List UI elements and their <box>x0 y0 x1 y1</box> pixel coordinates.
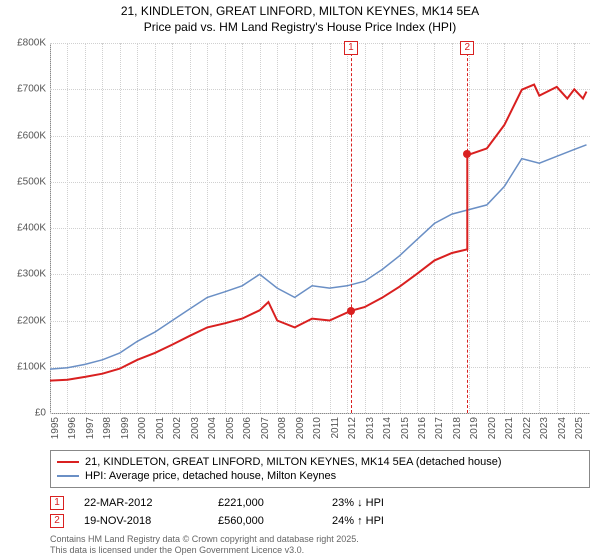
x-tick-label: 2019 <box>469 417 480 439</box>
marker-dot-2 <box>463 150 471 158</box>
legend-swatch <box>57 461 79 463</box>
footer-attribution: Contains HM Land Registry data © Crown c… <box>50 534 590 556</box>
marker-label-1: 1 <box>344 41 358 55</box>
marker-vline-1 <box>351 43 352 413</box>
x-tick-label: 2003 <box>190 417 201 439</box>
x-tick-label: 2025 <box>574 417 585 439</box>
marker-table-delta: 24% ↑ HPI <box>332 515 492 527</box>
marker-label-2: 2 <box>460 41 474 55</box>
x-tick-label: 1995 <box>50 417 61 439</box>
x-tick-label: 2014 <box>382 417 393 439</box>
x-tick-label: 2020 <box>487 417 498 439</box>
x-tick-label: 2007 <box>260 417 271 439</box>
x-tick-label: 1998 <box>102 417 113 439</box>
marker-table-price: £221,000 <box>218 497 328 509</box>
marker-table-price: £560,000 <box>218 515 328 527</box>
marker-table-id: 1 <box>50 496 64 510</box>
marker-dot-1 <box>347 307 355 315</box>
x-tick-label: 2015 <box>400 417 411 439</box>
legend-text: HPI: Average price, detached house, Milt… <box>85 470 336 482</box>
y-tick-label: £400K <box>17 223 46 234</box>
x-tick-label: 2010 <box>312 417 323 439</box>
legend-row: 21, KINDLETON, GREAT LINFORD, MILTON KEY… <box>57 455 583 469</box>
x-tick-label: 1997 <box>85 417 96 439</box>
marker-table-id: 2 <box>50 514 64 528</box>
title-line-1: 21, KINDLETON, GREAT LINFORD, MILTON KEY… <box>0 4 600 20</box>
x-tick-label: 2011 <box>330 417 341 439</box>
chart-plot-area: 12 £0£100K£200K£300K£400K£500K£600K£700K… <box>50 42 590 412</box>
marker-table-date: 22-MAR-2012 <box>84 497 214 509</box>
title-line-2: Price paid vs. HM Land Registry's House … <box>0 20 600 36</box>
gridline-h <box>50 413 590 414</box>
x-tick-label: 2002 <box>172 417 183 439</box>
x-tick-label: 2001 <box>155 417 166 439</box>
marker-table-date: 19-NOV-2018 <box>84 515 214 527</box>
y-tick-label: £200K <box>17 315 46 326</box>
x-tick-label: 2022 <box>522 417 533 439</box>
x-tick-label: 2018 <box>452 417 463 439</box>
x-tick-label: 2021 <box>504 417 515 439</box>
legend-swatch <box>57 475 79 477</box>
series-hpi <box>50 145 587 369</box>
marker-table-row: 1 22-MAR-2012 £221,000 23% ↓ HPI <box>50 494 590 512</box>
x-tick-label: 2009 <box>295 417 306 439</box>
x-tick-label: 2016 <box>417 417 428 439</box>
chart-title: 21, KINDLETON, GREAT LINFORD, MILTON KEY… <box>0 0 600 35</box>
x-tick-label: 2004 <box>207 417 218 439</box>
y-tick-label: £0 <box>35 408 46 419</box>
x-tick-label: 2005 <box>225 417 236 439</box>
x-tick-label: 2006 <box>242 417 253 439</box>
marker-table-delta: 23% ↓ HPI <box>332 497 492 509</box>
y-tick-label: £800K <box>17 38 46 49</box>
line-series <box>50 43 590 413</box>
x-tick-label: 1996 <box>67 417 78 439</box>
marker-table-row: 2 19-NOV-2018 £560,000 24% ↑ HPI <box>50 512 590 530</box>
x-tick-label: 1999 <box>120 417 131 439</box>
y-tick-label: £300K <box>17 269 46 280</box>
footer-line-1: Contains HM Land Registry data © Crown c… <box>50 534 590 545</box>
y-tick-label: £600K <box>17 130 46 141</box>
x-tick-label: 2008 <box>277 417 288 439</box>
legend-row: HPI: Average price, detached house, Milt… <box>57 469 583 483</box>
markers-table: 1 22-MAR-2012 £221,000 23% ↓ HPI 2 19-NOV-201… <box>50 494 590 530</box>
marker-vline-2 <box>467 43 468 413</box>
x-tick-label: 2013 <box>365 417 376 439</box>
series-property <box>50 85 587 381</box>
legend-text: 21, KINDLETON, GREAT LINFORD, MILTON KEY… <box>85 456 502 468</box>
y-tick-label: £100K <box>17 361 46 372</box>
y-tick-label: £500K <box>17 176 46 187</box>
x-tick-label: 2023 <box>539 417 550 439</box>
y-tick-label: £700K <box>17 84 46 95</box>
x-tick-label: 2012 <box>347 417 358 439</box>
legend-and-footer: 21, KINDLETON, GREAT LINFORD, MILTON KEY… <box>50 450 590 556</box>
legend-box: 21, KINDLETON, GREAT LINFORD, MILTON KEY… <box>50 450 590 488</box>
x-tick-label: 2024 <box>557 417 568 439</box>
x-tick-label: 2017 <box>434 417 445 439</box>
x-tick-label: 2000 <box>137 417 148 439</box>
footer-line-2: This data is licensed under the Open Gov… <box>50 545 590 556</box>
